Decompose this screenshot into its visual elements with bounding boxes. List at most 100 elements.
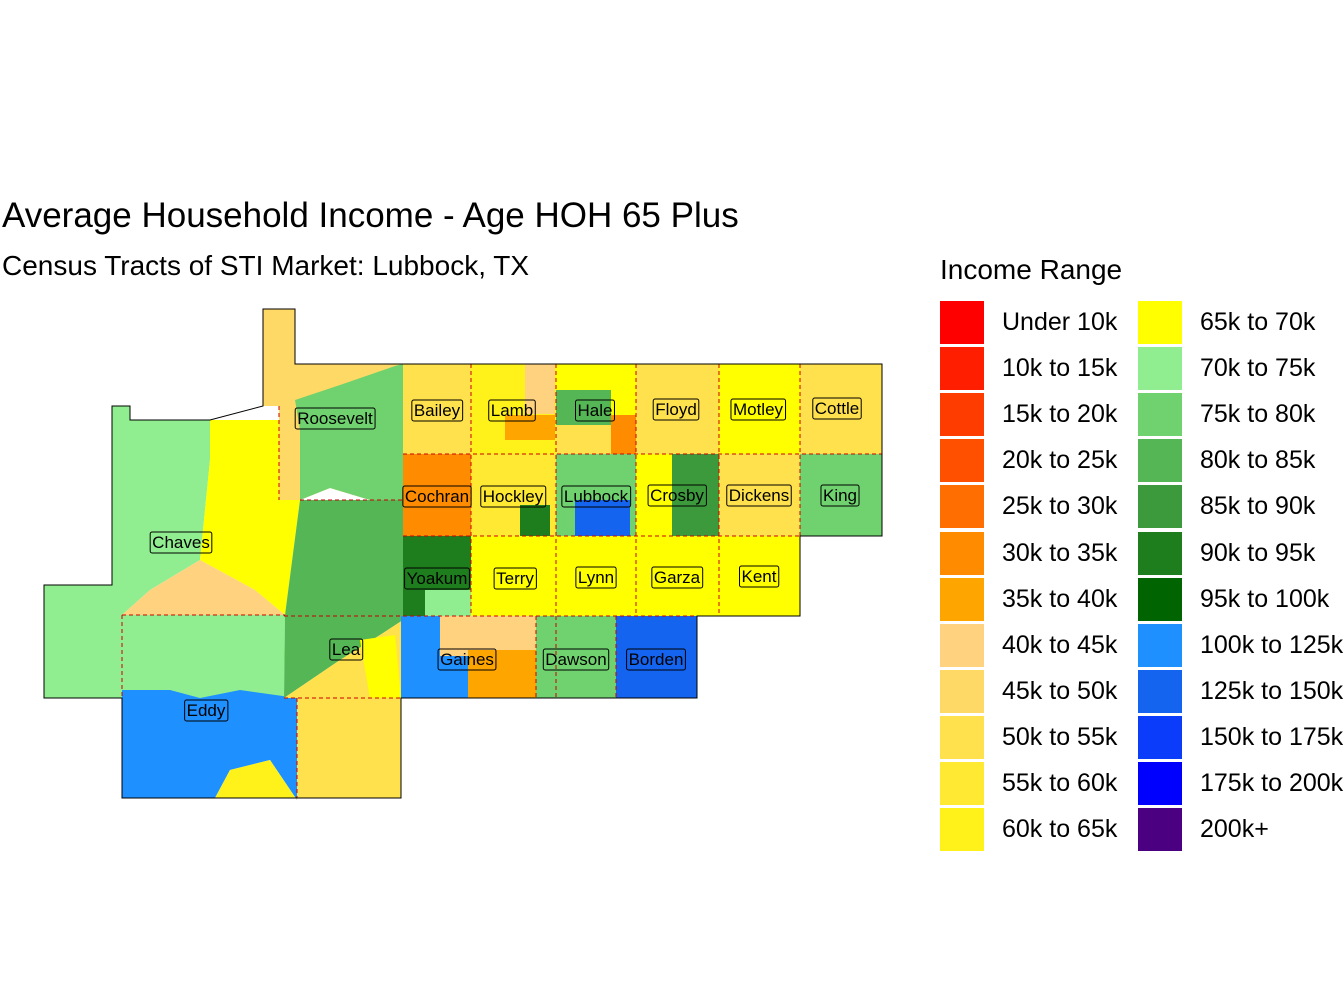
legend-swatch xyxy=(940,439,984,483)
county-name: Gaines xyxy=(440,650,494,669)
tract xyxy=(297,698,401,798)
legend-swatch xyxy=(1138,393,1182,437)
county-label-box xyxy=(294,407,376,430)
county-label-box xyxy=(480,485,547,508)
legend-swatch xyxy=(940,301,984,344)
county-name: Cochran xyxy=(405,487,469,506)
legend-label: Under 10k xyxy=(1002,308,1118,336)
county-label: Motley xyxy=(730,398,787,421)
tract xyxy=(468,650,536,698)
county-name: Floyd xyxy=(655,400,697,419)
tract xyxy=(471,536,556,616)
county-label-box xyxy=(730,398,787,421)
county-label: King xyxy=(820,484,860,507)
map-subtitle: Census Tracts of STI Market: Lubbock, TX xyxy=(2,250,530,281)
county-name: Hale xyxy=(578,401,613,420)
legend-label: 45k to 50k xyxy=(1002,676,1118,705)
county-name: Motley xyxy=(733,400,784,419)
county-label: Kent xyxy=(739,565,780,588)
county-label-box xyxy=(651,566,704,589)
county-label-box xyxy=(647,484,707,507)
county-name: Roosevelt xyxy=(297,409,373,428)
legend-label: 85k to 90k xyxy=(1200,492,1316,521)
legend-swatch xyxy=(1138,715,1182,759)
county-label: Floyd xyxy=(652,398,700,421)
county-label: Hale xyxy=(575,399,615,422)
legend-swatch xyxy=(940,669,984,713)
tract xyxy=(556,390,611,425)
tract xyxy=(284,500,403,698)
tract xyxy=(403,454,471,536)
county-name: Kent xyxy=(742,567,777,586)
legend-swatch xyxy=(1138,531,1182,575)
legend-label: 90k to 95k xyxy=(1200,538,1316,567)
legend-swatch xyxy=(940,715,984,759)
legend-title: Income Range xyxy=(940,254,1123,285)
tract xyxy=(800,454,882,536)
legend-label: 35k to 40k xyxy=(1002,584,1118,613)
legend-swatch xyxy=(1138,808,1182,852)
legend-swatch xyxy=(1138,623,1182,667)
map-title: Average Household Income - Age HOH 65 Pl… xyxy=(2,196,739,235)
tract xyxy=(719,536,800,616)
legend-label: 40k to 45k xyxy=(1002,630,1118,659)
legend-item: 200k+ xyxy=(1138,807,1338,853)
county-name: Yoakum xyxy=(407,569,468,588)
legend-label: 25k to 30k xyxy=(1002,492,1118,521)
legend-swatch xyxy=(1138,347,1182,391)
county-label-box xyxy=(542,648,610,671)
legend-item: 15k to 20k xyxy=(940,392,1140,438)
county-label: Hockley xyxy=(480,485,547,508)
county-label: Terry xyxy=(493,567,537,590)
county-label: Chaves xyxy=(149,531,213,554)
county-name: Borden xyxy=(629,650,684,669)
tract xyxy=(556,536,636,616)
county-name: Lamb xyxy=(491,401,534,420)
county-name: Garza xyxy=(654,568,701,587)
legend-item: 10k to 15k xyxy=(940,346,1140,392)
tract xyxy=(295,364,403,500)
county-label-box xyxy=(561,485,632,508)
tract-fills xyxy=(44,309,882,800)
legend-item: 100k to 125k xyxy=(1138,623,1343,669)
tract xyxy=(200,420,300,615)
legend-item: 30k to 35k xyxy=(940,531,1140,577)
legend-label: 50k to 55k xyxy=(1002,722,1118,751)
legend-label: 30k to 35k xyxy=(1002,538,1118,567)
county-label: Borden xyxy=(626,648,686,671)
tract xyxy=(122,615,285,698)
legend-label: 175k to 200k xyxy=(1200,769,1344,797)
county-label-box xyxy=(329,638,364,661)
legend-item: 20k to 25k xyxy=(940,438,1140,484)
tract xyxy=(719,454,800,536)
legend-item: 80k to 85k xyxy=(1138,438,1338,484)
county-name: King xyxy=(823,486,857,505)
legend-item: 60k to 65k xyxy=(940,807,1140,853)
legend-swatch xyxy=(1138,439,1182,483)
tract xyxy=(536,616,616,698)
legend-swatch xyxy=(940,347,984,391)
legend: Under 10k 10k to 15k 15k to 20k 20k to 25k 2… xyxy=(940,300,1344,860)
county-label-box xyxy=(726,484,792,507)
county-label: Lynn xyxy=(575,566,617,589)
tract xyxy=(215,760,297,800)
county-label-box xyxy=(184,699,229,722)
legend-swatch xyxy=(1138,762,1182,805)
county-name: Dawson xyxy=(545,650,606,669)
legend-label: 75k to 80k xyxy=(1200,400,1316,429)
legend-item: 40k to 45k xyxy=(940,623,1140,669)
county-label: Garza xyxy=(651,566,704,589)
county-name: Crosby xyxy=(650,486,704,505)
county-label-box xyxy=(652,398,700,421)
county-name: Hockley xyxy=(483,487,544,506)
county-label: Gaines xyxy=(437,648,497,671)
legend-swatch xyxy=(940,762,984,805)
county-label: Dickens xyxy=(726,484,792,507)
county-label-box xyxy=(488,399,536,422)
county-label: Lubbock xyxy=(561,485,632,508)
county-label-box xyxy=(820,484,860,507)
legend-label: 55k to 60k xyxy=(1002,769,1118,797)
legend-swatch xyxy=(1138,669,1182,713)
county-label: Lamb xyxy=(488,399,536,422)
